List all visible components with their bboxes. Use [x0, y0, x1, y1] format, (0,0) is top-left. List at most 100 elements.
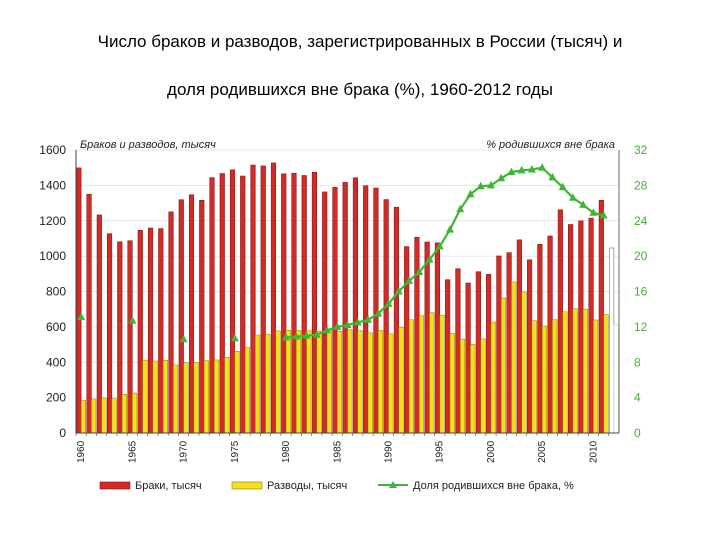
- divorce-bar: [203, 360, 209, 434]
- x-tick-label: 1960: [76, 440, 87, 463]
- marriage-bar: [527, 259, 533, 434]
- divorce-bar: [285, 329, 291, 434]
- marriage-bar: [137, 230, 143, 434]
- marriage-bar: [588, 217, 594, 434]
- right-tick-label: 0: [634, 426, 641, 440]
- divorce-bar: [480, 338, 486, 434]
- out-of-wedlock-point: [486, 180, 495, 189]
- marriage-bar: [209, 177, 215, 434]
- marriage-bar: [260, 165, 266, 434]
- out-of-wedlock-point: [445, 225, 454, 233]
- left-tick-label: 0: [59, 426, 66, 440]
- out-of-wedlock-point: [476, 181, 485, 190]
- marriage-bar: [598, 199, 604, 434]
- marriage-bar: [86, 193, 92, 434]
- out-of-wedlock-point: [538, 163, 547, 171]
- divorce-bar: [367, 332, 373, 434]
- divorce-bar: [357, 330, 363, 434]
- divorce-bar: [572, 308, 578, 434]
- right-tick-label: 4: [634, 391, 641, 405]
- marriage-bar: [414, 236, 420, 434]
- divorce-bar: [613, 324, 619, 434]
- bars-layer: [76, 162, 619, 434]
- out-of-wedlock-point: [312, 330, 321, 338]
- legend-marker-out-of-wedlock: [389, 481, 397, 488]
- divorce-bar: [183, 362, 189, 434]
- marriage-bar: [496, 255, 502, 434]
- left-tick-label: 200: [46, 391, 66, 405]
- divorce-bar: [562, 311, 568, 434]
- marriage-bar: [250, 164, 256, 434]
- right-tick-label: 28: [634, 178, 648, 192]
- left-tick-label: 800: [46, 285, 66, 299]
- marriage-bar: [322, 191, 328, 434]
- out-of-wedlock-point: [323, 325, 332, 334]
- out-of-wedlock-point: [527, 164, 536, 173]
- marriage-bar: [383, 199, 389, 434]
- divorce-bar: [152, 360, 158, 434]
- out-of-wedlock-point: [548, 172, 557, 181]
- marriage-bar: [568, 224, 574, 434]
- legend-swatch-divorces: [231, 481, 263, 490]
- out-of-wedlock-point: [282, 332, 291, 341]
- right-tick-label: 32: [634, 143, 648, 157]
- right-tick-label: 12: [634, 320, 648, 334]
- divorce-bar: [234, 351, 240, 434]
- divorce-bar: [511, 281, 517, 434]
- divorce-bar: [326, 329, 332, 434]
- marriage-bar: [106, 233, 113, 434]
- marriage-bar: [537, 244, 543, 434]
- marriage-bar: [547, 235, 553, 434]
- x-tick-label: 1995: [435, 440, 446, 463]
- divorce-bar: [111, 398, 117, 434]
- out-of-wedlock-point: [599, 210, 608, 219]
- x-tick-label: 1970: [179, 440, 190, 463]
- marriage-bar: [281, 173, 287, 434]
- right-tick-label: 20: [634, 249, 648, 263]
- x-tick-label: 1990: [383, 440, 394, 463]
- marriage-bar: [147, 227, 154, 434]
- out-of-wedlock-point: [517, 165, 526, 174]
- out-of-wedlock-point: [568, 193, 577, 201]
- legend-label-divorces: Разводы, тысяч: [267, 480, 347, 492]
- out-of-wedlock-point: [384, 299, 393, 307]
- out-of-wedlock-point: [343, 320, 352, 329]
- marriage-bar: [393, 206, 399, 434]
- divorce-bar: [173, 364, 179, 434]
- marriage-bar: [363, 185, 369, 434]
- marriage-bar: [455, 268, 461, 434]
- marriage-bar: [219, 173, 225, 434]
- out-of-wedlock-point: [179, 334, 188, 343]
- divorce-bar: [101, 397, 107, 434]
- marriage-bar: [352, 177, 358, 434]
- divorce-bar: [398, 326, 404, 434]
- divorce-bar: [80, 400, 86, 434]
- left-tick-label: 1400: [39, 178, 66, 192]
- divorce-bar: [337, 330, 343, 434]
- divorce-bar: [388, 333, 394, 434]
- left-tick-label: 1000: [39, 249, 66, 263]
- line-layer: [77, 163, 608, 343]
- left-axis-caption: Браков и разводов, тысяч: [80, 139, 216, 151]
- divorce-bar: [265, 333, 271, 434]
- marriage-bar: [465, 282, 471, 434]
- left-tick-label: 1600: [39, 143, 66, 157]
- divorce-bar: [162, 360, 168, 434]
- out-of-wedlock-point: [333, 322, 342, 330]
- out-of-wedlock-point: [415, 267, 424, 276]
- x-tick-label: 1980: [281, 440, 292, 463]
- out-of-wedlock-point: [497, 173, 506, 182]
- out-of-wedlock-point: [128, 316, 137, 324]
- x-tick-label: 1985: [332, 440, 343, 463]
- marriage-bar: [486, 274, 492, 434]
- divorce-bar: [132, 392, 138, 434]
- marriage-bar: [301, 175, 307, 434]
- divorce-bar: [521, 291, 527, 434]
- x-tick-label: 2005: [537, 440, 548, 463]
- out-of-wedlock-point: [363, 315, 372, 323]
- divorce-bar: [449, 333, 455, 434]
- divorce-bar: [541, 325, 548, 434]
- divorce-bar: [582, 308, 589, 434]
- out-of-wedlock-point: [374, 309, 383, 317]
